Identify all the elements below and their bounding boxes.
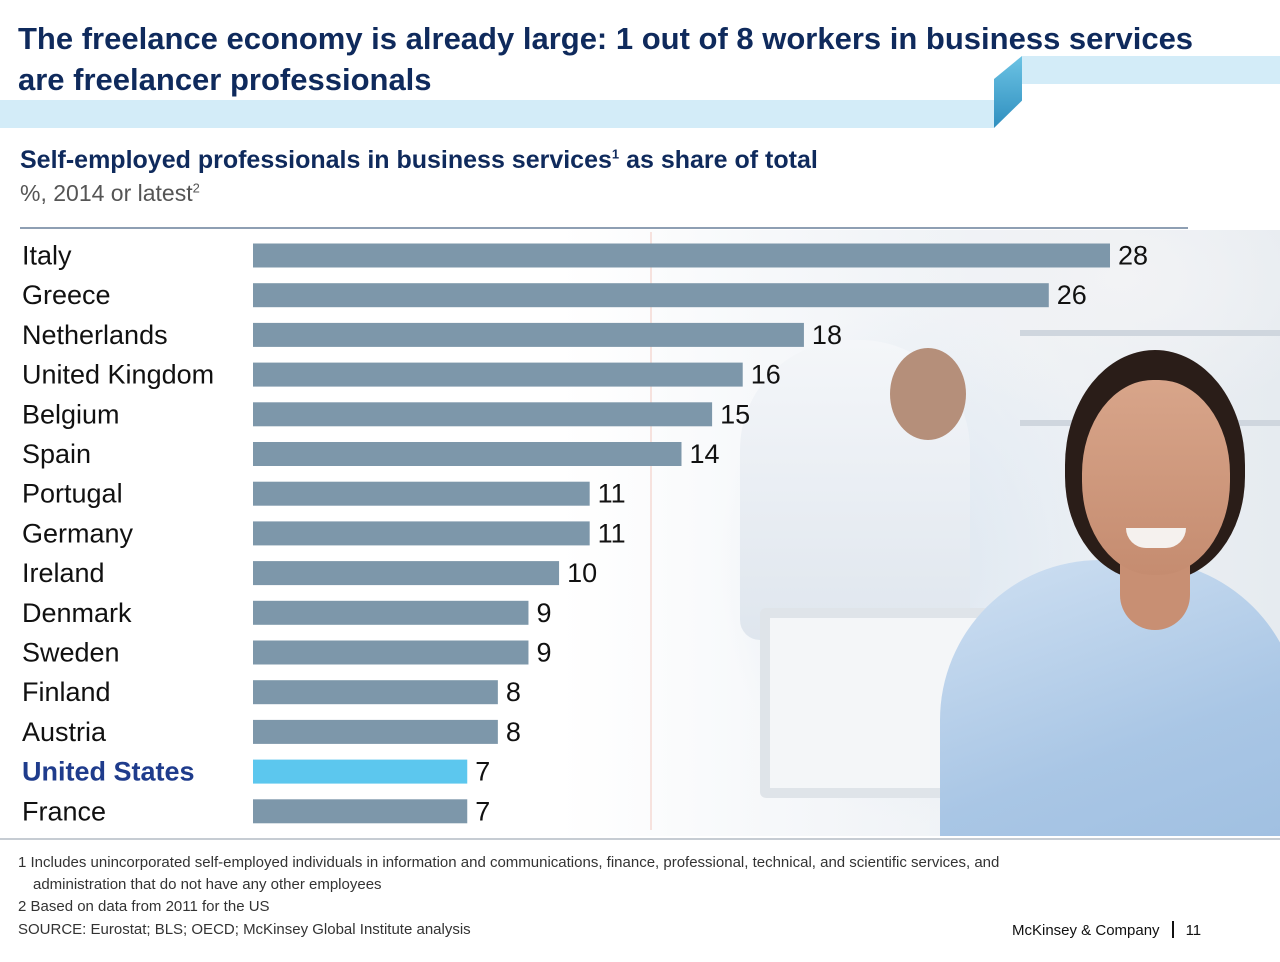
- data-label-denmark: 9: [536, 598, 551, 628]
- chart-units-text: %, 2014 or latest: [20, 180, 193, 206]
- category-label-greece: Greece: [22, 280, 111, 310]
- footer-brand: McKinsey & Company 11: [1012, 921, 1201, 939]
- bar-finland: [253, 680, 498, 705]
- photo-colleague-head: [890, 348, 966, 440]
- bar-france: [253, 799, 468, 824]
- category-label-finland: Finland: [22, 677, 111, 707]
- photo-woman-shirt: [940, 560, 1280, 836]
- data-label-united-states: 7: [475, 757, 490, 787]
- chart-units-footnote-marker: 2: [192, 180, 200, 196]
- bar-germany: [253, 521, 590, 546]
- bar-denmark: [253, 600, 529, 625]
- source-note: SOURCE: Eurostat; BLS; OECD; McKinsey Gl…: [18, 921, 471, 938]
- category-label-portugal: Portugal: [22, 479, 123, 509]
- footnote-1-line1: Includes unincorporated self-employed in…: [30, 854, 1000, 871]
- photo-woman-smile: [1126, 528, 1186, 548]
- bar-ireland: [253, 561, 560, 586]
- category-label-denmark: Denmark: [22, 598, 132, 628]
- footer-separator: [1171, 921, 1174, 938]
- category-label-ireland: Ireland: [22, 558, 105, 588]
- bar-austria: [253, 719, 498, 744]
- footnote-2: 2 Based on data from 2011 for the US: [18, 898, 270, 915]
- chart-title-text: Self-employed professionals in business …: [20, 146, 612, 174]
- category-label-united-states: United States: [22, 757, 195, 787]
- data-label-france: 7: [475, 796, 490, 826]
- photo-shelf: [1020, 330, 1280, 336]
- category-label-united-kingdom: United Kingdom: [22, 360, 214, 390]
- category-label-sweden: Sweden: [22, 638, 120, 668]
- chart-title-rest: as share of total: [619, 146, 818, 174]
- data-label-sweden: 9: [536, 638, 551, 668]
- category-label-italy: Italy: [22, 241, 72, 271]
- title-accent-band: [0, 100, 994, 128]
- data-label-austria: 8: [506, 717, 521, 747]
- footer-rule: [0, 838, 1280, 840]
- bar-sweden: [253, 640, 529, 665]
- footnote-1-line2: administration that do not have any othe…: [33, 876, 382, 893]
- chart-title: Self-employed professionals in business …: [20, 146, 818, 175]
- footnote-1-marker: 1: [18, 854, 27, 871]
- chart-top-rule: [20, 227, 1188, 229]
- category-label-germany: Germany: [22, 518, 134, 548]
- background-photo: [560, 230, 1280, 836]
- category-label-austria: Austria: [22, 717, 107, 747]
- chart-title-footnote-marker: 1: [611, 146, 620, 162]
- page-number: 11: [1185, 922, 1202, 939]
- footnotes: 1 Includes unincorporated self-employed …: [18, 852, 1228, 918]
- slide-title: The freelance economy is already large: …: [18, 21, 1194, 97]
- title-accent-band-right: [1022, 56, 1280, 84]
- category-label-spain: Spain: [22, 439, 91, 469]
- bar-united-states: [253, 759, 468, 784]
- brand-name: McKinsey & Company: [1012, 922, 1160, 939]
- category-label-belgium: Belgium: [22, 399, 120, 429]
- data-label-finland: 8: [506, 677, 521, 707]
- category-label-netherlands: Netherlands: [22, 320, 168, 350]
- category-label-france: France: [22, 796, 106, 826]
- bar-portugal: [253, 481, 590, 506]
- chart-units: %, 2014 or latest2: [20, 180, 200, 207]
